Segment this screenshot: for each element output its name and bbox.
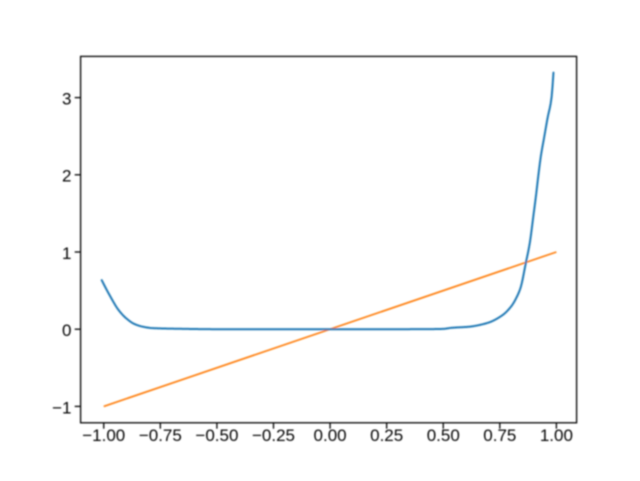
svg-text:2: 2 <box>62 167 71 186</box>
svg-text:−0.50: −0.50 <box>195 426 238 445</box>
svg-text:3: 3 <box>62 89 71 108</box>
svg-text:1.00: 1.00 <box>540 426 573 445</box>
svg-text:0: 0 <box>62 321 71 340</box>
svg-text:0.75: 0.75 <box>483 426 516 445</box>
svg-text:−1.00: −1.00 <box>82 426 125 445</box>
svg-text:−0.75: −0.75 <box>139 426 182 445</box>
svg-text:−0.25: −0.25 <box>252 426 295 445</box>
svg-text:0.00: 0.00 <box>314 426 347 445</box>
svg-text:1: 1 <box>62 244 71 263</box>
svg-text:0.50: 0.50 <box>427 426 460 445</box>
svg-text:−1: −1 <box>52 398 71 417</box>
svg-text:0.25: 0.25 <box>370 426 403 445</box>
